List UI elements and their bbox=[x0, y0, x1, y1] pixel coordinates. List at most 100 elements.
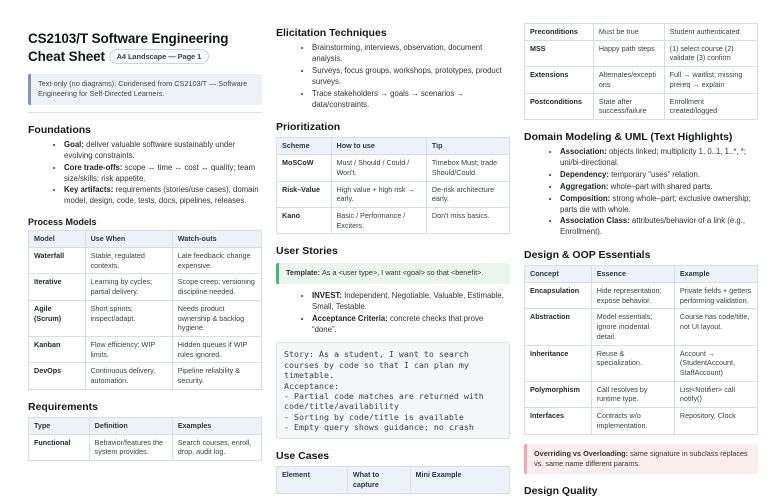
table-cell: List<Notifier> call notify() bbox=[673, 380, 759, 409]
prioritization-table: Scheme How to use Tip MoSCoW Must / Should /… bbox=[276, 137, 511, 235]
table-cell: Repository, Clock bbox=[673, 407, 759, 435]
section-heading-foundations: Foundations bbox=[28, 123, 91, 136]
table-cell: Basic / Performance / Exciters. bbox=[330, 207, 427, 235]
table-cell: Timebox Must; trade Should/Could. bbox=[425, 154, 511, 182]
table-cell: Enrollment created/logged bbox=[663, 92, 759, 121]
section-heading-requirements: Requirements bbox=[28, 400, 99, 413]
table-cell: Encapsulation bbox=[524, 281, 592, 310]
bullet-item: Association: objects linked; multiplicit… bbox=[560, 147, 758, 169]
table-cell: Extensions bbox=[524, 66, 594, 94]
table-cell: Kanban bbox=[28, 335, 86, 364]
column-header: Tip bbox=[425, 137, 511, 156]
column-2: Elicitation Techniques Brainstorming, in… bbox=[276, 22, 511, 503]
section-heading-user-stories: User Stories bbox=[276, 245, 338, 258]
table-row: DevOps Continuous delivery, automation. Pi… bbox=[28, 362, 263, 390]
section-heading-use-cases: Use Cases bbox=[276, 450, 330, 463]
table-row: Kanban Flow efficiency; WIP limits. Hidden… bbox=[28, 335, 263, 364]
table-cell: Hidden queues if WIP rules ignored. bbox=[171, 335, 263, 364]
table-header-row: Model Use When Watch-outs bbox=[28, 230, 263, 248]
page-title-text: CS2103/T Software Engineering Cheat Shee… bbox=[28, 31, 229, 64]
table-row: Iterative Learning by cycles; partial del… bbox=[28, 273, 263, 301]
table-cell: Postconditions bbox=[524, 92, 594, 121]
header-divider bbox=[28, 111, 262, 113]
table-cell: Contracts w/o implementation. bbox=[590, 407, 675, 435]
column-header: Type bbox=[28, 416, 90, 435]
table-cell: De-risk architecture early. bbox=[425, 180, 511, 209]
section-heading-prioritization: Prioritization bbox=[276, 121, 341, 134]
table-row: Interfaces Contracts w/o implementation. R… bbox=[524, 407, 759, 435]
user-stories-list: INVEST: Independent, Negotiable, Valuabl… bbox=[276, 291, 510, 336]
bullet-item: Association Class: attributes/behavior o… bbox=[560, 216, 758, 238]
bullet-item: Goal: deliver valuable software sustaina… bbox=[64, 140, 262, 162]
table-cell: Course has code/title, not UI layout. bbox=[673, 308, 759, 346]
page-title: CS2103/T Software Engineering Cheat Shee… bbox=[28, 30, 262, 65]
bullet-lead: INVEST: bbox=[312, 290, 342, 300]
table-cell: Behavior/features the system provides. bbox=[88, 433, 173, 462]
table-header-row: Element What to capture Mini Example bbox=[276, 466, 511, 494]
table-cell: Continuous delivery, automation. bbox=[84, 362, 173, 390]
process-models-table: Model Use When Watch-outs Waterfall Stable, … bbox=[28, 230, 263, 390]
table-cell: Preconditions bbox=[524, 23, 594, 41]
table-cell: Must be true bbox=[592, 23, 665, 41]
table-cell: Late feedback; change expensive. bbox=[171, 246, 263, 275]
table-row: Encapsulation Hide representation; expose… bbox=[524, 281, 759, 310]
column-header: Use When bbox=[84, 230, 173, 248]
bullet-lead: Dependency: bbox=[560, 169, 609, 179]
table-cell: State after success/failure bbox=[592, 92, 665, 121]
column-3: Preconditions Must be true Student authent… bbox=[524, 22, 759, 503]
table-cell: Inheritance bbox=[524, 344, 592, 382]
table-cell: Learning by cycles; partial delivery. bbox=[84, 273, 173, 301]
table-cell: Model essentials; ignore incidental deta… bbox=[590, 308, 675, 346]
requirements-table: Type Definition Examples Functional Behavior… bbox=[28, 416, 263, 462]
bullet-lead: Association: bbox=[560, 147, 607, 157]
table-cell: Alternates/exceptions bbox=[592, 66, 665, 94]
section-heading-elicitation: Elicitation Techniques bbox=[276, 27, 387, 39]
bullet-lead: Goal: bbox=[64, 139, 84, 149]
table-cell: Student authenticated bbox=[663, 23, 759, 41]
table-cell: Reuse & specialization. bbox=[590, 344, 675, 382]
table-cell: Risk–Value bbox=[276, 180, 332, 209]
overriding-overloading-callout: Overriding vs Overloading: same signature… bbox=[524, 443, 758, 475]
callout-text: As a <user type>, I want <goal> so that … bbox=[321, 268, 484, 278]
user-story-template-callout: Template: As a <user type>, I want <goal>… bbox=[276, 263, 510, 284]
table-cell: Full → waitlist; missing prereq → explai… bbox=[663, 66, 759, 94]
table-cell: Scope creep; versioning discipline neede… bbox=[171, 273, 263, 301]
table-cell: Don't miss basics. bbox=[425, 207, 511, 235]
table-cell: Agile (Scrum) bbox=[28, 299, 86, 338]
callout-lead: Template: bbox=[286, 268, 320, 278]
table-cell: Happy path steps bbox=[592, 39, 665, 68]
table-cell: Polymorphism bbox=[524, 380, 592, 409]
bullet-lead: Aggregation: bbox=[560, 181, 609, 191]
bullet-item: Acceptance Criteria: concrete checks tha… bbox=[312, 314, 510, 336]
table-cell: Stable, regulated contexts. bbox=[84, 246, 173, 275]
column-header: Model bbox=[28, 230, 86, 248]
table-row: Risk–Value High value + high risk → early… bbox=[276, 180, 511, 209]
column-header: Concept bbox=[524, 265, 592, 283]
table-cell: Abstraction bbox=[524, 308, 592, 346]
table-row: Abstraction Model essentials; ignore inci… bbox=[524, 308, 759, 346]
oop-table: Concept Essence Example Encapsulation Hide r… bbox=[524, 265, 759, 435]
table-cell: DevOps bbox=[28, 362, 86, 390]
table-row: Functional Behavior/features the system p… bbox=[28, 433, 263, 462]
table-row: Kano Basic / Performance / Exciters. Don't… bbox=[276, 207, 511, 235]
table-cell: Hide representation; expose behavior. bbox=[590, 281, 675, 310]
use-cases-table-continued: Preconditions Must be true Student authent… bbox=[524, 23, 759, 121]
table-row: MSS Happy path steps (1) select course (2)… bbox=[524, 39, 759, 68]
table-header-row: Concept Essence Example bbox=[524, 265, 759, 283]
section-heading-domain-modeling: Domain Modeling & UML (Text Highlights) bbox=[524, 131, 733, 144]
column-header: What to capture bbox=[346, 466, 411, 494]
section-heading-oop: Design & OOP Essentials bbox=[524, 249, 651, 262]
table-row: Polymorphism Call resolves by runtime typ… bbox=[524, 380, 759, 409]
bullet-item: Surveys, focus groups, workshops, protot… bbox=[312, 66, 510, 88]
table-row: Agile (Scrum) Short sprints; inspect/adap… bbox=[28, 299, 263, 338]
table-cell: Account → (StudentAccount, StaffAccount) bbox=[673, 344, 759, 382]
column-header: Definition bbox=[88, 416, 173, 435]
bullet-item: Brainstorming, interviews, observation, … bbox=[312, 43, 510, 65]
bullet-item: Trace stakeholders → goals → scenarios →… bbox=[312, 89, 510, 111]
bullet-lead: Association Class: bbox=[560, 216, 630, 226]
section-heading-design-quality: Design Quality bbox=[524, 485, 598, 498]
table-cell: MSS bbox=[524, 39, 594, 68]
table-header-row: Type Definition Examples bbox=[28, 416, 263, 435]
intro-text: Text-only (no diagrams). Condensed from … bbox=[38, 79, 248, 99]
